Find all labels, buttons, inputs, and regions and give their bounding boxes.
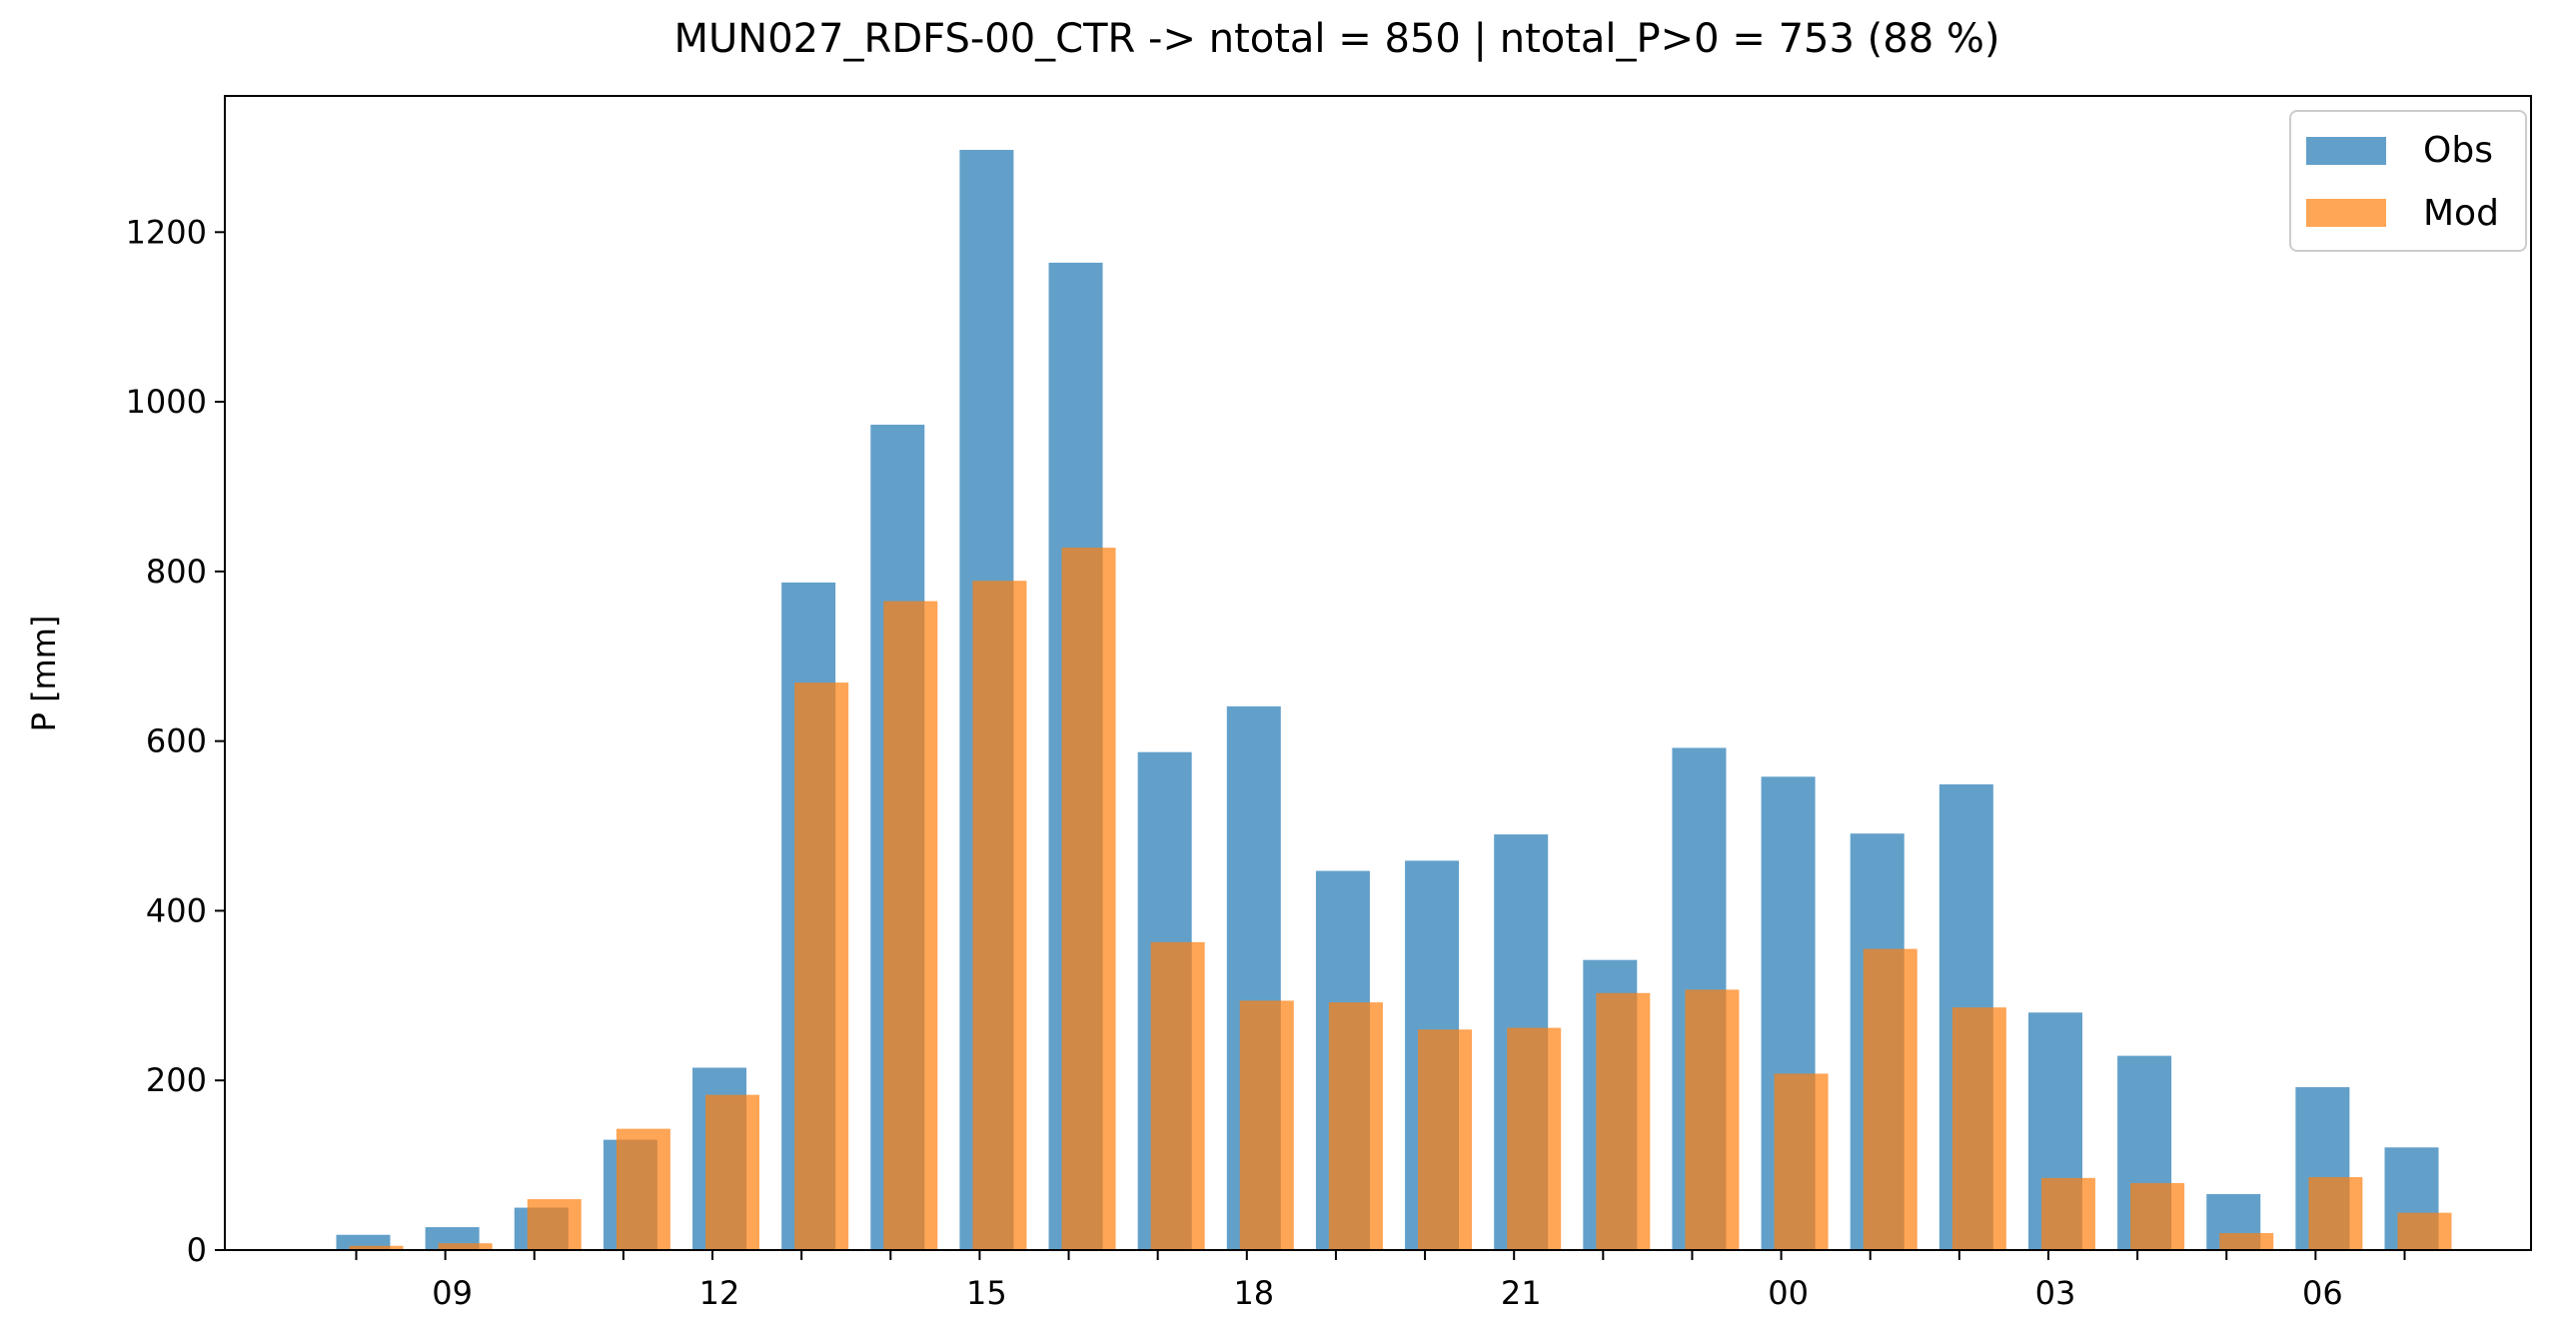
bar-mod-08 <box>349 1245 404 1250</box>
y-tick-label-1000: 1000 <box>126 383 207 421</box>
bar-mod-05 <box>2219 1233 2274 1250</box>
bar-mod-23 <box>1685 989 1740 1250</box>
bar-mod-12 <box>705 1094 760 1250</box>
bar-mod-01 <box>1863 948 1918 1250</box>
bars-layer <box>336 149 2452 1251</box>
y-tick-label-600: 600 <box>146 722 207 760</box>
bar-mod-04 <box>2130 1182 2185 1250</box>
x-tick-label-21: 21 <box>1501 1274 1542 1312</box>
bar-mod-03 <box>2040 1177 2095 1250</box>
y-axis: 0 200 400 600 800 1000 1200 <box>126 213 225 1269</box>
bar-mod-09 <box>438 1243 493 1250</box>
x-tick-label-00: 00 <box>1768 1274 1809 1312</box>
plot-frame <box>224 95 2532 1251</box>
x-tick-label-06: 06 <box>2302 1274 2343 1312</box>
bar-mod-21 <box>1507 1027 1562 1250</box>
y-tick-label-0: 0 <box>187 1231 207 1269</box>
bar-mod-10 <box>527 1199 582 1250</box>
chart-title: MUN027_RDFS-00_CTR -> ntotal = 850 | nto… <box>674 16 2000 62</box>
bar-mod-06 <box>2308 1176 2363 1250</box>
bar-mod-16 <box>1061 548 1116 1250</box>
bar-mod-13 <box>794 682 849 1250</box>
legend-swatch-mod <box>2306 199 2386 227</box>
bar-mod-18 <box>1239 1000 1294 1250</box>
bar-mod-14 <box>883 601 938 1250</box>
y-tick-label-400: 400 <box>146 891 207 929</box>
legend-swatch-obs <box>2306 137 2386 165</box>
bar-mod-17 <box>1150 941 1205 1250</box>
x-tick-label-03: 03 <box>2035 1274 2076 1312</box>
x-tick-label-15: 15 <box>966 1274 1007 1312</box>
y-axis-label: P [mm] <box>25 616 63 732</box>
y-tick-label-1200: 1200 <box>126 213 207 251</box>
bar-mod-07 <box>2397 1212 2452 1250</box>
y-tick-label-200: 200 <box>146 1061 207 1099</box>
bar-mod-15 <box>972 581 1027 1250</box>
bar-mod-11 <box>616 1128 670 1250</box>
bar-mod-22 <box>1596 992 1651 1250</box>
x-tick-label-09: 09 <box>432 1274 473 1312</box>
x-tick-label-12: 12 <box>699 1274 740 1312</box>
bar-mod-00 <box>1774 1073 1829 1250</box>
bar-mod-20 <box>1418 1029 1473 1250</box>
x-axis: 09 12 15 18 21 00 03 06 <box>355 1250 2406 1312</box>
legend: Obs Mod <box>2289 110 2527 252</box>
bar-mod-19 <box>1328 1002 1383 1250</box>
bar-mod-02 <box>1951 1007 2006 1250</box>
y-tick-label-800: 800 <box>146 553 207 591</box>
legend-label-obs: Obs <box>2423 130 2493 171</box>
x-tick-label-18: 18 <box>1233 1274 1274 1312</box>
legend-label-mod: Mod <box>2423 193 2499 234</box>
